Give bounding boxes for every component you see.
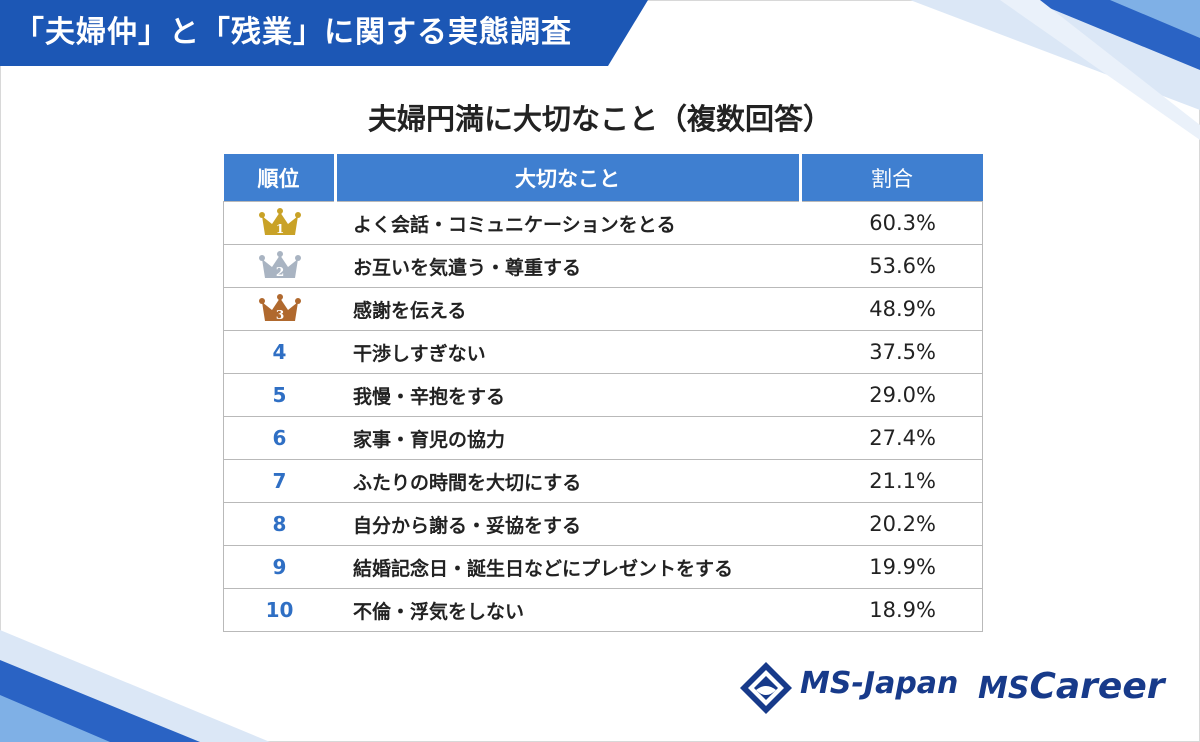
rank-cell: 6 <box>223 416 335 460</box>
percent-cell: 48.9% <box>800 287 983 331</box>
percent-cell: 18.9% <box>800 588 983 632</box>
percent-cell: 20.2% <box>800 502 983 546</box>
rank-number: 2 <box>275 265 283 279</box>
corner-decoration-top <box>910 0 1200 140</box>
percent-cell: 19.9% <box>800 545 983 589</box>
column-header-percent: 割合 <box>798 154 983 202</box>
rank-number: 5 <box>272 383 287 407</box>
ms-career-logo: MSCareer <box>978 666 1165 707</box>
column-header-rank: 順位 <box>223 154 335 202</box>
rank-number: 1 <box>275 222 283 236</box>
header-banner <box>0 0 648 66</box>
gold-crown-icon: 1 <box>258 208 301 236</box>
rank-number: 4 <box>272 340 287 364</box>
table-header-row: 順位 大切なこと 割合 <box>223 154 983 202</box>
percent-cell: 29.0% <box>800 373 983 417</box>
rank-cell: 9 <box>223 545 335 589</box>
item-cell: よく会話・コミュニケーションをとる <box>335 201 800 245</box>
item-cell: 家事・育児の協力 <box>335 416 800 460</box>
item-cell: 感謝を伝える <box>335 287 800 331</box>
table-row: 5 我慢・辛抱をする 29.0% <box>223 373 983 417</box>
ranking-table: 順位 大切なこと 割合 1 よく会話・コミュニケーションをとる 60.3% 2 お互いを… <box>223 154 983 632</box>
item-cell: 干渉しすぎない <box>335 330 800 374</box>
rank-number: 10 <box>265 598 294 622</box>
item-cell: 我慢・辛抱をする <box>335 373 800 417</box>
table-row: 3 感謝を伝える 48.9% <box>223 287 983 331</box>
ms-career-logo-suffix: Career <box>1029 666 1165 707</box>
percent-cell: 53.6% <box>800 244 983 288</box>
table-row: 8 自分から謝る・妥協をする 20.2% <box>223 502 983 546</box>
rank-cell: 7 <box>223 459 335 503</box>
ms-japan-logo-text: MS-Japan <box>800 666 959 701</box>
rank-cell: 10 <box>223 588 335 632</box>
item-cell: お互いを気遣う・尊重する <box>335 244 800 288</box>
chart-title: 夫婦円満に大切なこと（複数回答） <box>367 102 832 136</box>
table-row: 4 干渉しすぎない 37.5% <box>223 330 983 374</box>
table-row: 7 ふたりの時間を大切にする 21.1% <box>223 459 983 503</box>
rank-cell: 3 <box>223 287 335 331</box>
percent-cell: 60.3% <box>800 201 983 245</box>
rank-number: 6 <box>272 426 287 450</box>
table-row: 2 お互いを気遣う・尊重する 53.6% <box>223 244 983 288</box>
item-cell: 結婚記念日・誕生日などにプレゼントをする <box>335 545 800 589</box>
rank-cell: 2 <box>223 244 335 288</box>
percent-cell: 37.5% <box>800 330 983 374</box>
rank-number: 3 <box>275 308 283 322</box>
rank-cell: 5 <box>223 373 335 417</box>
rank-number: 9 <box>272 555 287 579</box>
table-row: 10 不倫・浮気をしない 18.9% <box>223 588 983 632</box>
table-row: 9 結婚記念日・誕生日などにプレゼントをする 19.9% <box>223 545 983 589</box>
table-row: 1 よく会話・コミュニケーションをとる 60.3% <box>223 201 983 245</box>
table-row: 6 家事・育児の協力 27.4% <box>223 416 983 460</box>
page-title: 「夫婦仲」と「残業」に関する実態調査 <box>14 15 572 50</box>
bronze-crown-icon: 3 <box>258 294 301 322</box>
ms-japan-logo-icon <box>740 662 792 714</box>
item-cell: 自分から謝る・妥協をする <box>335 502 800 546</box>
rank-cell: 8 <box>223 502 335 546</box>
rank-number: 7 <box>272 469 287 493</box>
rank-cell: 4 <box>223 330 335 374</box>
table-body: 1 よく会話・コミュニケーションをとる 60.3% 2 お互いを気遣う・尊重する 53.6… <box>223 201 983 632</box>
rank-number: 8 <box>272 512 287 536</box>
corner-decoration-bottom <box>0 630 270 742</box>
column-header-item: 大切なこと <box>333 154 800 202</box>
percent-cell: 27.4% <box>800 416 983 460</box>
rank-cell: 1 <box>223 201 335 245</box>
ms-career-logo-prefix: MS <box>978 671 1030 706</box>
footer-logos: MS-Japan MSCareer <box>738 656 1168 716</box>
percent-cell: 21.1% <box>800 459 983 503</box>
item-cell: 不倫・浮気をしない <box>335 588 800 632</box>
silver-crown-icon: 2 <box>258 251 301 279</box>
item-cell: ふたりの時間を大切にする <box>335 459 800 503</box>
